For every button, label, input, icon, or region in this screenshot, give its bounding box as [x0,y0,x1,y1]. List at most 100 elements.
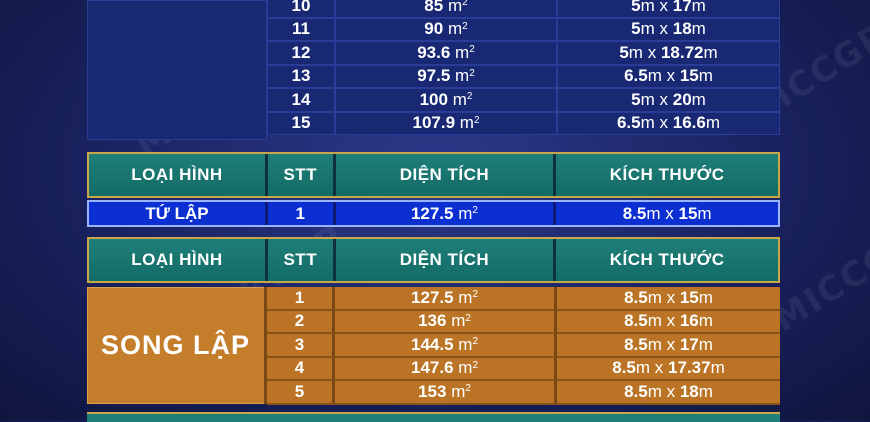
dim-b: 18.72 [660,42,704,62]
area-unit: m [459,113,474,133]
watermark-logo: MICCGR [766,219,870,341]
dim-unit: m [691,19,706,39]
dim-times: x [666,311,676,331]
type-cell-empty [87,88,267,112]
header-stt: STT [267,154,336,196]
dim-unit: m [640,19,655,39]
dim-times: x [659,0,669,15]
dim-unit: m [710,358,725,378]
dim-unit: m [697,203,712,223]
area-value: 127.5 [410,287,454,307]
dim-b: 16.6 [672,113,706,133]
area-unit: m [455,66,470,86]
area-unit-sup: 2 [462,20,468,32]
area-value: 136 [418,311,447,331]
header-type: LOẠI HÌNH [89,239,268,281]
type-cell-empty [87,0,267,140]
area-unit-sup: 2 [472,359,478,371]
area-value: 107.9 [412,113,456,133]
area-unit-sup: 2 [466,91,473,103]
dim-a: 5 [631,19,641,39]
area-unit-sup: 2 [469,67,475,79]
stt-cell: 12 [267,41,335,65]
area-unit-sup: 2 [472,336,478,348]
dimension-cell: 8.5 m x 15 m [557,287,780,311]
song-lap-label: SONG LẬP [87,287,267,404]
dim-b: 18 [679,381,699,401]
dim-times: x [666,334,676,354]
dim-times: x [666,66,676,86]
area-value: 90 [424,19,444,39]
table-row: 1 127.5 m 2 8.5 m x 15 m [87,287,780,311]
area-value: 85 [424,0,444,15]
header-area: DIỆN TÍCH [335,154,557,196]
dim-a: 6.5 [616,113,641,133]
dim-unit: m [635,358,651,378]
area-unit-sup: 2 [472,289,478,301]
stt-cell: 11 [267,17,335,41]
area-unit-sup: 2 [473,114,480,126]
dim-unit: m [703,42,718,62]
dim-a: 5 [631,0,641,15]
tu-lap-label: TỨ LẬP [89,202,268,225]
dim-a: 5 [631,89,641,109]
dim-unit: m [698,311,713,331]
dim-b: 16 [679,311,699,331]
dim-unit: m [646,203,661,223]
dim-times: x [666,381,676,401]
header-area: DIỆN TÍCH [335,239,557,281]
dim-b: 15 [679,287,699,307]
area-unit-sup: 2 [469,44,475,56]
dim-unit: m [698,287,713,307]
area-unit-sup: 2 [465,312,471,324]
dim-unit: m [647,381,662,401]
area-value: 93.6 [417,42,451,62]
area-unit: m [452,89,467,109]
dim-a: 8.5 [612,358,636,378]
dim-unit: m [640,89,655,109]
dim-b: 20 [672,89,692,109]
dimension-cell: 8.5 m x 18 m [557,381,780,405]
area-unit: m [451,311,466,331]
header-stt: STT [267,239,336,281]
dim-times: x [659,113,669,133]
area-unit: m [447,19,463,39]
next-header-strip [87,412,780,422]
stt-cell: 5 [267,381,335,405]
dim-a: 5 [619,42,629,62]
area-unit: m [458,358,473,378]
stt-cell: 3 [267,334,335,358]
type-cell-empty [87,112,267,136]
area-value: 127.5 [410,203,454,223]
area-unit-sup: 2 [465,383,471,395]
area-unit: m [447,0,463,15]
type-cell-empty [87,18,267,42]
dim-unit: m [647,287,662,307]
area-value: 100 [419,89,448,109]
type-cell-empty [87,0,267,18]
dim-times: x [647,42,657,62]
stt-cell: 2 [267,310,335,334]
dim-b: 15 [679,66,699,86]
dim-a: 8.5 [622,203,647,223]
area-unit: m [458,203,473,223]
table-row: 2 136 m 2 8.5 m x 16 m [87,310,780,334]
table-row: 4 147.6 m 2 8.5 m x 17.37 m [87,357,780,381]
header-dimension: KÍCH THƯỚC [556,239,779,281]
table-row: 3 144.5 m 2 8.5 m x 17 m [87,334,780,358]
dim-a: 6.5 [624,66,648,86]
dim-unit: m [705,113,721,133]
dim-times: x [654,358,664,378]
stt-cell: 1 [267,287,335,311]
table-row: 5 153 m 2 8.5 m x 18 m [87,381,780,405]
